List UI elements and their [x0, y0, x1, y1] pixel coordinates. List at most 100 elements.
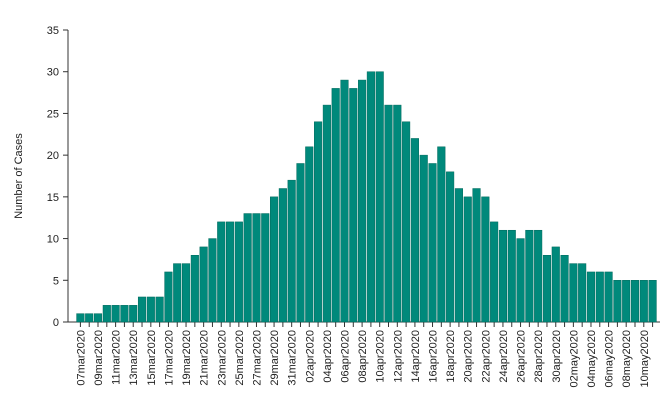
bar-25mar2020	[234, 221, 243, 323]
bar-11apr2020	[384, 104, 393, 323]
x-tick-label: 10may2020	[639, 330, 651, 388]
bar-09mar2020	[93, 313, 103, 323]
bar-24apr2020	[498, 229, 507, 323]
y-axis-label: Number of Cases	[13, 133, 25, 219]
x-tick-label: 14apr2020	[410, 330, 422, 383]
bar-11mar2020	[111, 305, 120, 323]
x-tick-label: 15mar2020	[146, 330, 158, 386]
bar-29apr2020	[542, 255, 552, 323]
x-tick-label: 23mar2020	[216, 330, 228, 386]
bar-21apr2020	[472, 188, 481, 323]
x-tick-label: 13mar2020	[128, 330, 140, 386]
bar-19apr2020	[454, 188, 463, 323]
bar-01apr2020	[296, 163, 305, 323]
bar-19mar2020	[181, 263, 191, 323]
bar-05may2020	[595, 271, 604, 323]
bar-21mar2020	[199, 246, 208, 323]
bar-06may2020	[604, 271, 613, 323]
bar-31mar2020	[287, 179, 296, 323]
bar-05apr2020	[331, 88, 340, 323]
bar-14mar2020	[137, 296, 147, 323]
bar-07may2020	[613, 280, 622, 323]
x-tick-label: 12apr2020	[392, 330, 404, 383]
bar-16mar2020	[155, 296, 164, 323]
x-tick-label: 08apr2020	[357, 330, 369, 383]
x-tick-label: 19mar2020	[181, 330, 193, 386]
bar-27mar2020	[252, 213, 261, 323]
bar-27apr2020	[525, 229, 534, 323]
x-tick-label: 07mar2020	[75, 330, 87, 386]
bar-04apr2020	[322, 104, 331, 323]
x-tick-label: 02may2020	[568, 330, 580, 388]
bar-20apr2020	[463, 196, 472, 323]
bar-08may2020	[622, 280, 631, 323]
bar-18apr2020	[446, 171, 455, 323]
x-tick-label: 18apr2020	[445, 330, 457, 383]
bar-20mar2020	[190, 255, 199, 323]
y-tick-label: 0	[53, 317, 59, 329]
x-tick-label: 04apr2020	[322, 330, 334, 383]
bar-08apr2020	[358, 79, 367, 323]
bar-28apr2020	[534, 229, 543, 323]
bar-17mar2020	[164, 271, 173, 323]
bar-22apr2020	[481, 196, 490, 323]
bar-29mar2020	[270, 196, 279, 323]
x-tick-label: 21mar2020	[199, 330, 211, 386]
bar-08mar2020	[85, 313, 94, 323]
bar-17apr2020	[437, 146, 446, 323]
x-tick-label: 29mar2020	[269, 330, 281, 386]
y-tick-label: 15	[47, 192, 59, 204]
x-tick-label: 10apr2020	[375, 330, 387, 383]
x-tick-label: 16apr2020	[428, 330, 440, 383]
bar-10apr2020	[375, 71, 384, 323]
y-tick-label: 30	[47, 67, 59, 79]
bar-12apr2020	[393, 104, 402, 323]
bar-10mar2020	[102, 305, 111, 323]
bar-01may2020	[560, 255, 569, 323]
x-tick-label: 11mar2020	[111, 330, 123, 385]
bar-23apr2020	[490, 221, 499, 323]
x-tick-label: 24apr2020	[498, 330, 510, 383]
x-tick-label: 31mar2020	[287, 330, 299, 386]
bar-30mar2020	[278, 188, 287, 323]
y-tick-label: 20	[47, 150, 59, 162]
x-tick-label: 17mar2020	[163, 330, 175, 386]
bar-26mar2020	[243, 213, 252, 323]
x-tick-label: 25mar2020	[234, 330, 246, 386]
bar-03apr2020	[314, 121, 323, 323]
bar-06apr2020	[340, 79, 349, 323]
bar-12mar2020	[120, 305, 129, 323]
x-tick-label: 06apr2020	[339, 330, 351, 383]
y-tick-label: 10	[47, 234, 59, 246]
bar-10may2020	[639, 280, 648, 323]
bar-03may2020	[578, 263, 587, 323]
bar-15mar2020	[146, 296, 155, 323]
bar-26apr2020	[516, 238, 525, 323]
bar-11may2020	[648, 280, 657, 323]
bar-13mar2020	[129, 305, 138, 323]
x-tick-label: 04may2020	[586, 330, 598, 388]
bar-04may2020	[586, 271, 596, 323]
bar-24mar2020	[226, 221, 235, 323]
y-tick-label: 5	[53, 275, 59, 287]
x-tick-label: 20apr2020	[463, 330, 475, 383]
x-tick-label: 26apr2020	[516, 330, 528, 383]
x-tick-label: 08may2020	[621, 330, 633, 388]
bar-23mar2020	[217, 221, 226, 323]
bar-09may2020	[630, 280, 640, 323]
bar-07apr2020	[349, 88, 358, 323]
bar-13apr2020	[402, 121, 411, 323]
x-tick-label: 30apr2020	[551, 330, 563, 383]
y-tick-label: 25	[47, 108, 59, 120]
bar-02apr2020	[305, 146, 314, 323]
bar-25apr2020	[507, 229, 516, 323]
x-tick-label: 28apr2020	[533, 330, 545, 383]
x-tick-label: 06may2020	[604, 330, 616, 388]
bar-09apr2020	[366, 71, 375, 323]
bar-28mar2020	[261, 213, 270, 323]
x-tick-label: 02apr2020	[304, 330, 316, 383]
x-tick-label: 09mar2020	[93, 330, 105, 386]
bar-30apr2020	[551, 246, 560, 323]
bar-22mar2020	[208, 238, 217, 323]
